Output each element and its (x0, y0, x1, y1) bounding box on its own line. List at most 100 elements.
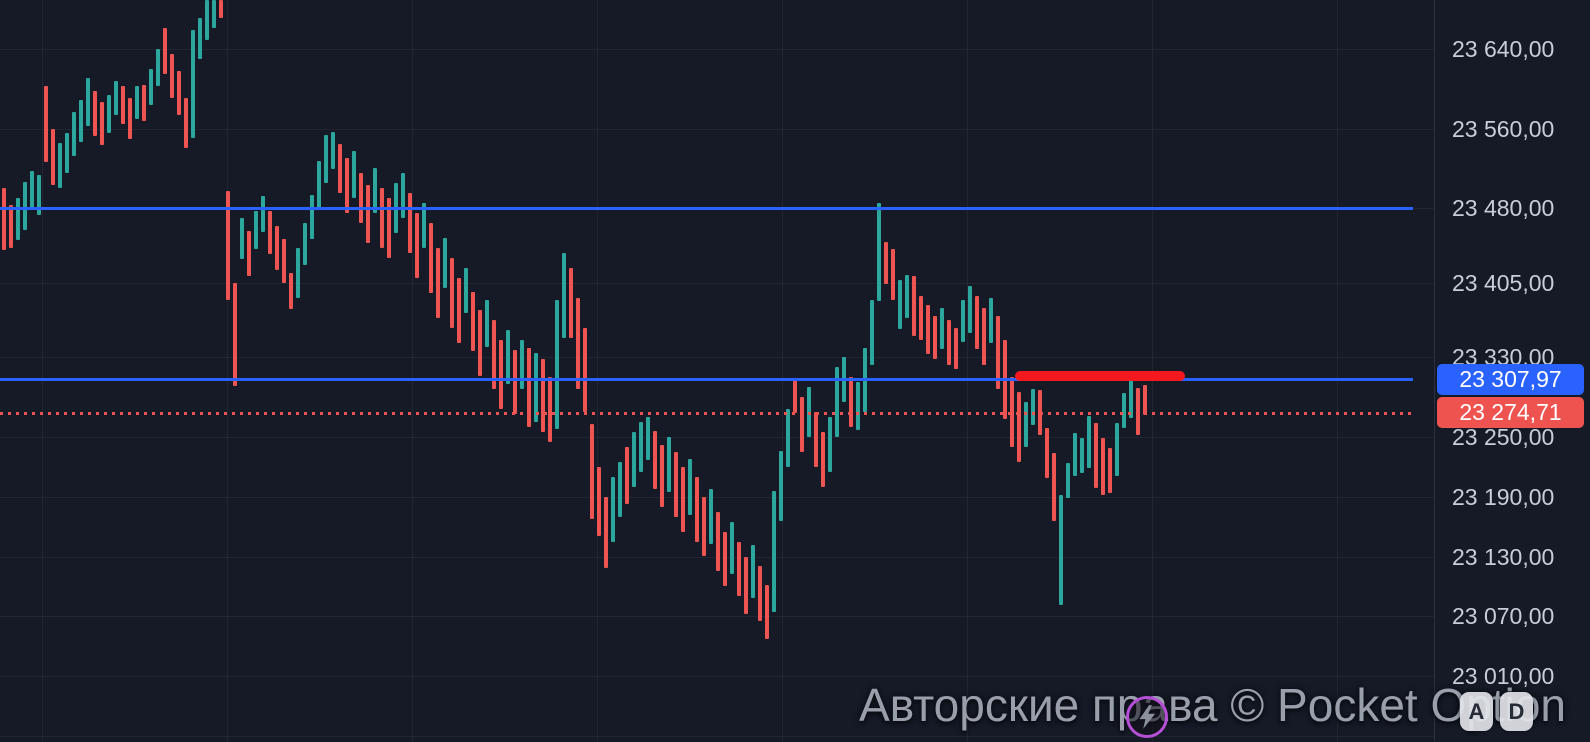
price-bar (716, 511, 720, 572)
price-bar (520, 339, 524, 390)
price-tick-label: 23 130,00 (1452, 543, 1555, 570)
price-bar (86, 77, 90, 126)
price-bar (695, 476, 699, 542)
badge-d-button[interactable]: D (1500, 692, 1533, 731)
vertical-gridline (967, 0, 968, 742)
horizontal-gridline (0, 616, 1434, 618)
vertical-gridline (227, 0, 228, 742)
price-bar (604, 496, 608, 569)
price-bar (702, 496, 706, 557)
price-bar (331, 131, 335, 170)
price-bar (625, 447, 629, 504)
price-bar (338, 143, 342, 194)
price-bar (772, 490, 776, 613)
price-tick-label: 23 250,00 (1452, 424, 1555, 451)
price-bar (30, 171, 34, 211)
badge-a-button[interactable]: A (1460, 692, 1493, 731)
horizontal-gridline (0, 282, 1434, 284)
price-bar (688, 458, 692, 515)
price-bar (282, 239, 286, 283)
vertical-gridline (1337, 0, 1338, 742)
price-bar (380, 188, 384, 248)
price-bar (1115, 423, 1119, 476)
price-bar (919, 295, 923, 340)
price-bar (268, 211, 272, 254)
price-bar (632, 432, 636, 487)
price-bar (464, 267, 468, 313)
price-bar (303, 223, 307, 265)
price-bar (835, 367, 839, 438)
price-bar (730, 521, 734, 575)
price-bar (527, 347, 531, 428)
price-tick-label: 23 405,00 (1452, 269, 1555, 296)
price-bar (779, 451, 783, 521)
price-bar (513, 349, 517, 415)
price-bar (597, 466, 601, 537)
chart-plot-area[interactable] (0, 0, 1434, 742)
price-bar (555, 299, 559, 429)
price-bar (100, 101, 104, 146)
price-bar (310, 195, 314, 240)
price-bar (1024, 402, 1028, 447)
price-bar (72, 111, 76, 157)
price-bar (373, 168, 377, 214)
price-bar (996, 315, 1000, 390)
price-bar (737, 541, 741, 597)
price-bar (989, 297, 993, 343)
price-bar (884, 242, 888, 284)
price-bar (93, 90, 97, 136)
price-bar (576, 297, 580, 390)
horizontal-gridline (0, 49, 1434, 50)
price-bar (51, 128, 55, 186)
price-bar (849, 377, 853, 428)
price-bar (135, 85, 139, 119)
price-bar (275, 226, 279, 270)
price-bar (233, 282, 237, 387)
price-bar (1143, 385, 1147, 416)
vertical-gridline (597, 0, 598, 742)
vertical-gridline (782, 0, 783, 742)
price-bar (261, 196, 265, 233)
price-bar (709, 488, 713, 545)
price-bar (149, 68, 153, 105)
price-tick-label: 23 640,00 (1452, 36, 1555, 62)
price-bar (905, 274, 909, 318)
price-bar (1059, 494, 1063, 606)
price-tick-label: 23 560,00 (1452, 115, 1555, 142)
price-bar (296, 248, 300, 298)
current-price-label: 23 307,97 (1437, 363, 1584, 395)
dotted-alert-line (0, 411, 1413, 415)
price-bar (1073, 433, 1077, 476)
price-bar (1066, 462, 1070, 498)
price-bar (674, 452, 678, 517)
pocket-option-lightning-logo-icon (1126, 696, 1168, 738)
price-bar (933, 315, 937, 360)
price-bar (744, 556, 748, 615)
price-tick-label: 23 190,00 (1452, 483, 1555, 510)
lightning-bolt-icon (1139, 705, 1156, 729)
price-bar (877, 203, 881, 301)
price-tick-label: 23 010,00 (1452, 662, 1555, 689)
horizontal-gridline (0, 496, 1434, 498)
price-bar (1087, 416, 1091, 468)
price-bar (1101, 438, 1105, 495)
price-bar (317, 161, 321, 209)
price-bar (541, 359, 545, 432)
price-bar (44, 85, 48, 163)
price-bar (240, 218, 244, 259)
price-bar (184, 97, 188, 148)
price-bar (751, 544, 755, 599)
price-bar (485, 299, 489, 348)
price-bar (408, 193, 412, 253)
price-bar (646, 417, 650, 460)
price-bar (107, 94, 111, 133)
copyright-watermark: Авторские права © Pocket Option (859, 679, 1566, 731)
price-bar (1045, 428, 1049, 478)
price-bar (681, 466, 685, 532)
price-bar (352, 150, 356, 199)
price-axis[interactable]: 23 640,00 23 560,00 23 480,00 23 405,00 23 3… (1434, 0, 1590, 742)
horizontal-gridline (0, 128, 1434, 130)
price-bar (142, 84, 146, 121)
price-bar (786, 409, 790, 467)
